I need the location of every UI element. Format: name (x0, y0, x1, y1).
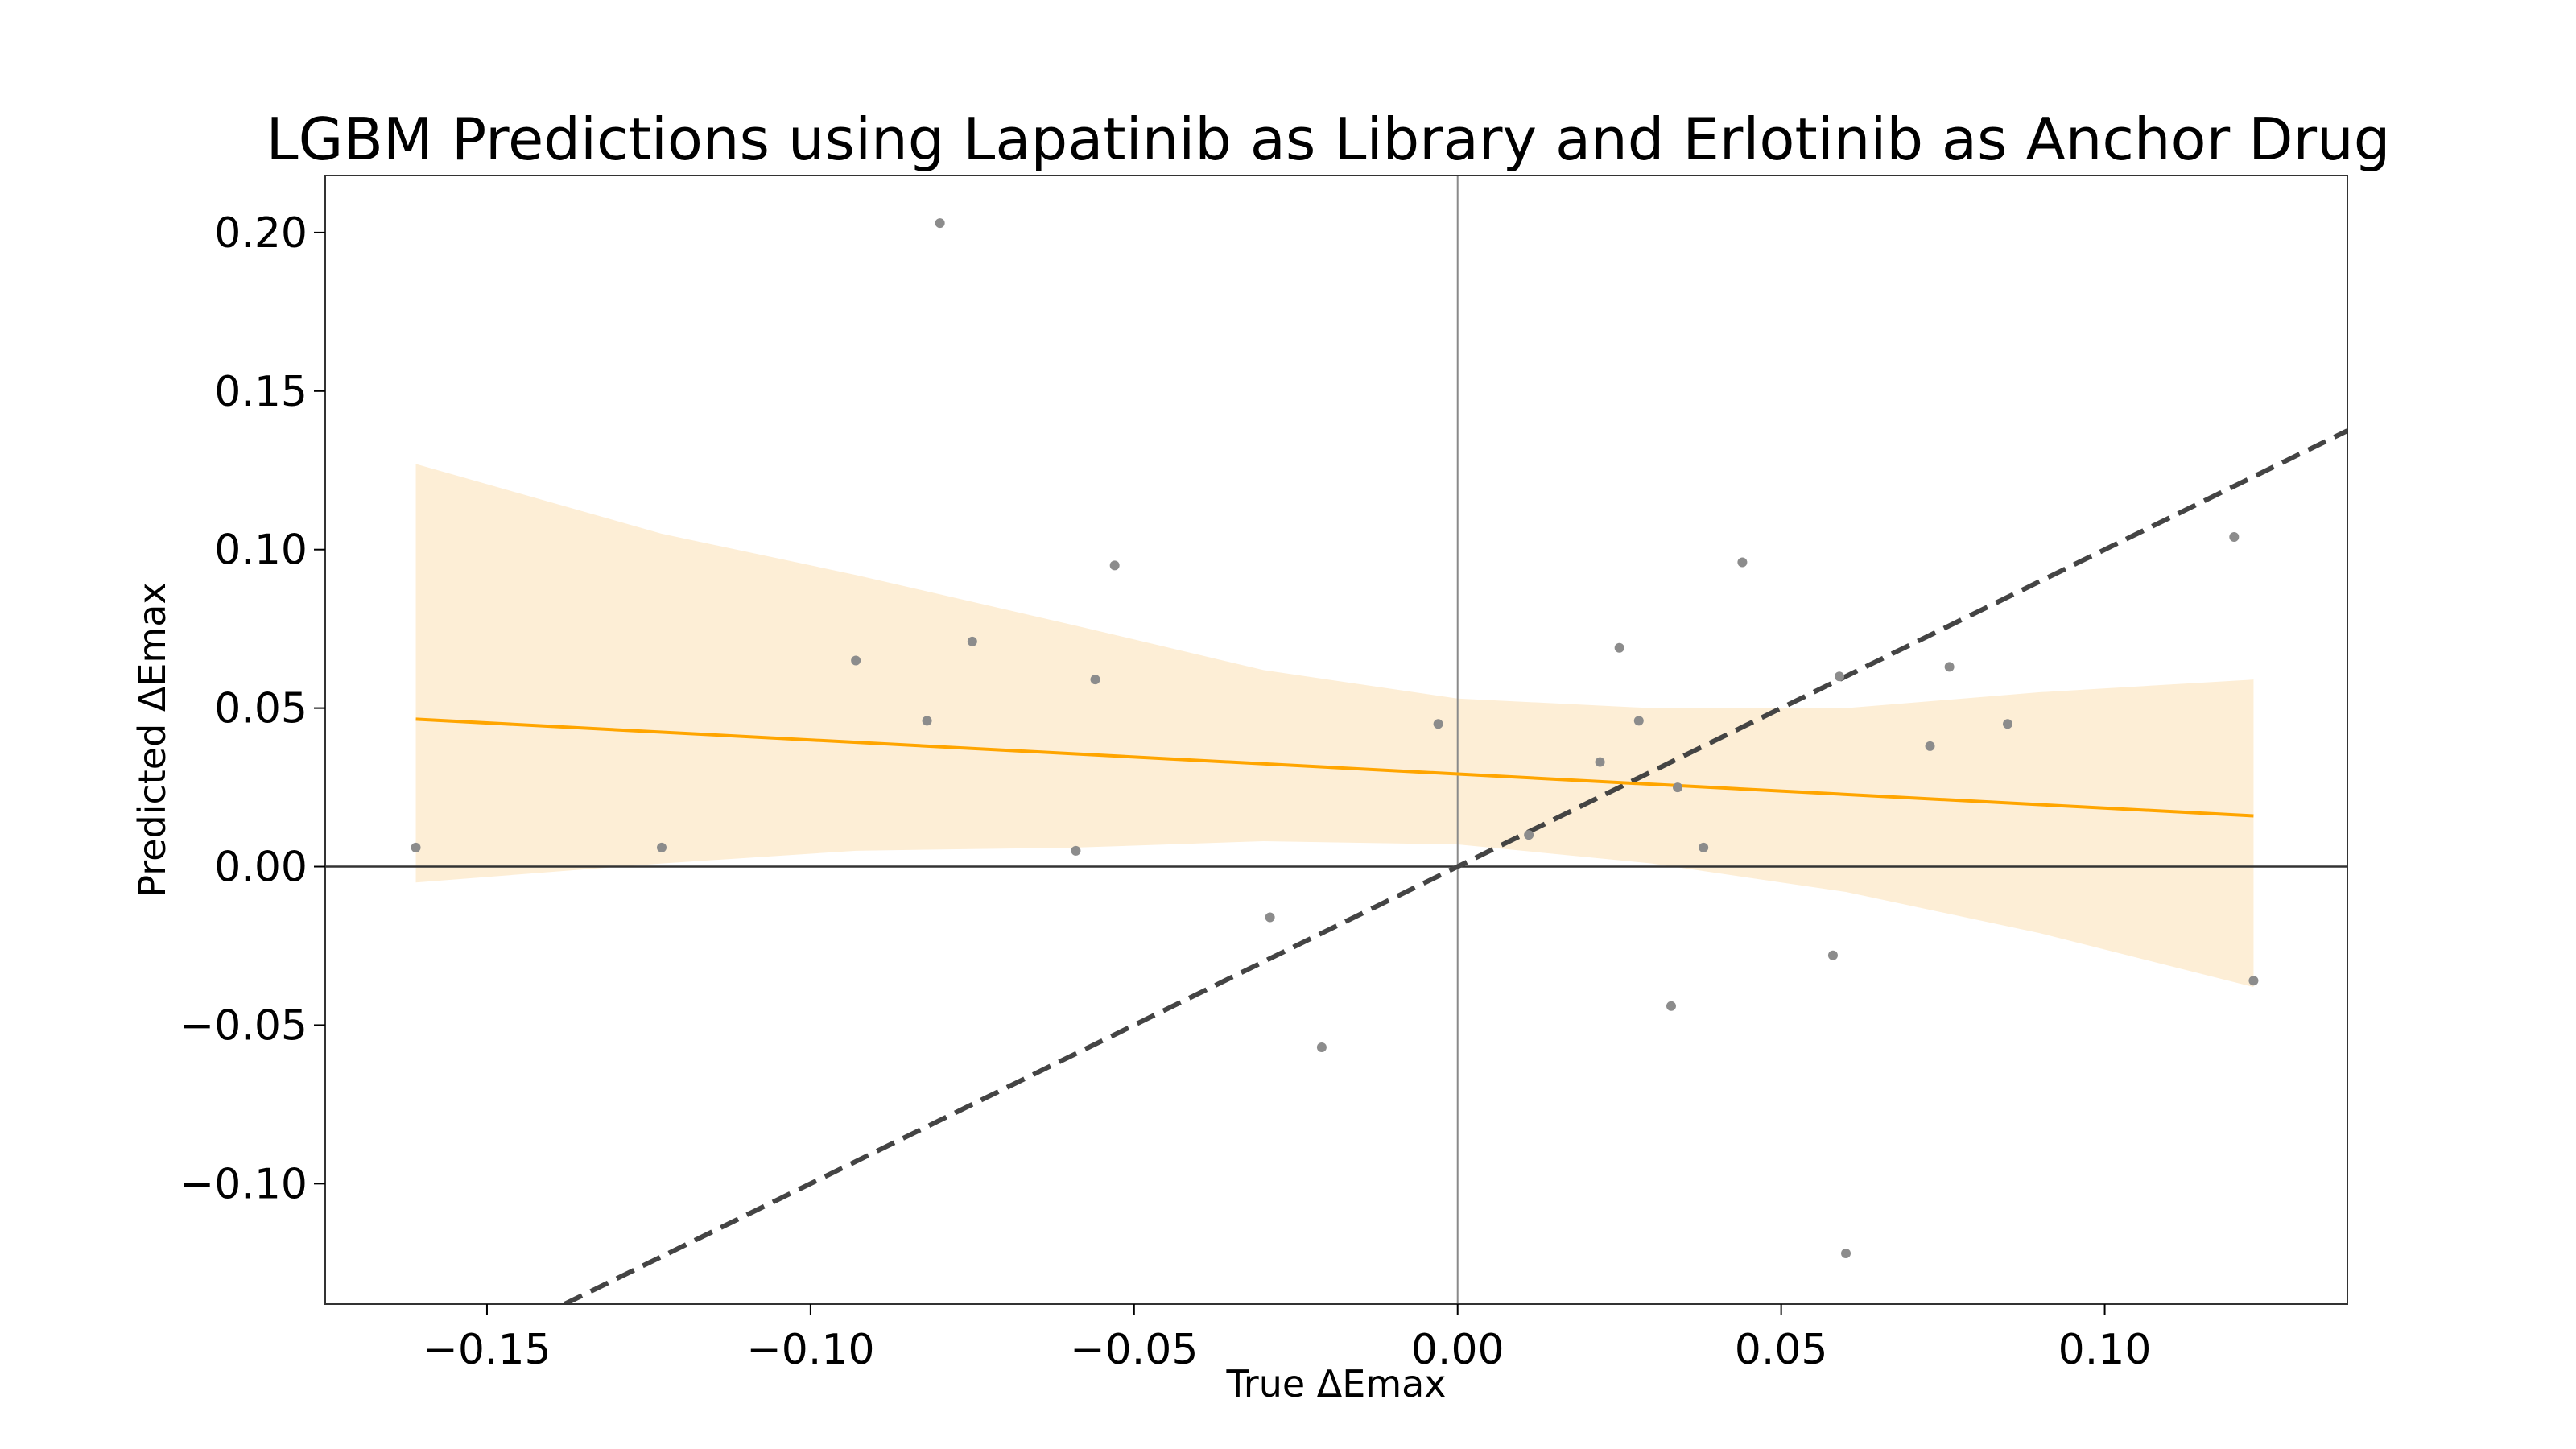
data-point (1071, 845, 1081, 856)
data-point (1699, 842, 1709, 852)
data-point (2229, 531, 2240, 542)
y-tick-label: 0.15 (214, 368, 308, 416)
data-point (922, 716, 932, 726)
y-tick-label: 0.10 (214, 526, 308, 575)
identity-line (564, 428, 2347, 1304)
data-point (1673, 782, 1683, 793)
x-tick-label: −0.10 (746, 1326, 874, 1374)
data-point (1090, 675, 1100, 685)
y-axis-label: Predicted ΔEmax (130, 582, 174, 897)
data-point (851, 655, 861, 666)
data-point (2248, 976, 2259, 986)
data-points (411, 218, 2259, 1258)
data-point (967, 636, 977, 646)
chart-title: LGBM Predictions using Lapatinib as Libr… (266, 105, 2391, 173)
x-tick-label: 0.10 (2058, 1326, 2152, 1374)
plot-frame (324, 175, 2348, 1305)
data-point (1433, 719, 1443, 729)
data-point (656, 842, 667, 852)
data-point (935, 218, 945, 229)
data-point (1265, 912, 1275, 923)
data-point (1827, 950, 1838, 960)
x-tick-label: 0.05 (1735, 1326, 1828, 1374)
data-point (1834, 671, 1844, 682)
data-point (1944, 662, 1955, 672)
x-axis: −0.15 −0.10 −0.05 0.00 0.05 0.10 (423, 1304, 2151, 1374)
data-point (1925, 741, 1935, 751)
y-tick-label: −0.10 (180, 1160, 308, 1208)
x-tick-label: 0.00 (1411, 1326, 1505, 1374)
data-point (1841, 1248, 1852, 1258)
data-point (1737, 557, 1748, 568)
y-tick-label: −0.05 (180, 1001, 308, 1050)
data-point (2002, 719, 2013, 729)
y-tick-label: 0.05 (214, 685, 308, 733)
y-tick-label: 0.00 (214, 844, 308, 892)
plot-area (325, 175, 2347, 1304)
x-axis-label: True ΔEmax (1225, 1362, 1446, 1406)
data-point (1595, 757, 1605, 767)
x-tick-label: −0.05 (1070, 1326, 1198, 1374)
data-point (1524, 830, 1534, 840)
data-point (1633, 716, 1644, 726)
data-point (411, 842, 421, 852)
data-point (1614, 642, 1624, 653)
regression-line (415, 717, 2254, 818)
data-point (1316, 1042, 1327, 1053)
data-point (1666, 1001, 1676, 1011)
y-tick-label: 0.20 (214, 209, 308, 258)
y-axis: −0.10 −0.05 0.00 0.05 0.10 0.15 0.20 (180, 209, 325, 1208)
x-tick-label: −0.15 (423, 1326, 551, 1374)
data-point (1109, 560, 1120, 571)
confidence-band (415, 464, 2254, 988)
